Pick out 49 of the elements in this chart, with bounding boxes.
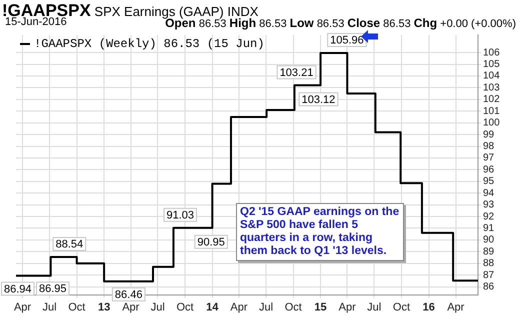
annotation: 86.95 xyxy=(39,283,67,296)
x-tick-label: Apr xyxy=(338,302,356,314)
y-tick-label: 100 xyxy=(483,118,500,129)
y-tick-label: 96 xyxy=(483,164,495,176)
y-tick-label: 87 xyxy=(483,270,495,281)
x-tick-label: Apr xyxy=(447,302,465,314)
annotation: 86.46 xyxy=(114,288,142,301)
y-tick-label: 99 xyxy=(483,129,495,140)
annotation: Q2 '15 GAAP earnings on the S&P 500 have fallen 5 quarters in a row, taking them back to Q1 '13 levels. xyxy=(236,203,404,261)
y-tick-label: 93 xyxy=(483,200,495,211)
x-tick-label: Apr xyxy=(230,302,248,314)
annotation: 103.21 xyxy=(280,66,314,79)
y-tick-label: 90 xyxy=(483,234,495,246)
x-tick-label: Apr xyxy=(14,302,32,314)
legend-label: !GAAPSPX (Weekly) 86.53 (15 Jun) xyxy=(34,37,264,52)
y-tick-label: 86 xyxy=(483,282,495,293)
y-tick-label: 106 xyxy=(483,47,500,58)
annotation: 90.95 xyxy=(197,236,225,248)
x-tick-label: Apr xyxy=(122,302,140,314)
x-tick-label: Jul xyxy=(258,302,274,314)
annotation: 88.54 xyxy=(56,238,84,251)
y-tick-label: 98 xyxy=(483,141,495,152)
y-tick-label: 92 xyxy=(483,211,495,222)
x-tick-label: Oct xyxy=(392,302,410,314)
x-tick-label: Jul xyxy=(367,302,382,314)
y-tick-label: 94 xyxy=(483,188,495,199)
y-tick-label: 89 xyxy=(483,246,495,258)
y-tick-label: 101 xyxy=(483,106,500,117)
x-tick-label: Oct xyxy=(176,302,194,314)
y-tick-label: 102 xyxy=(483,94,500,106)
y-tick-label: 105 xyxy=(483,59,500,70)
x-tick-label: 16 xyxy=(422,302,435,314)
annotation: 105.96 xyxy=(330,34,364,47)
annotation: 103.12 xyxy=(302,94,336,106)
x-tick-label: 13 xyxy=(98,302,110,314)
x-tick-label: 14 xyxy=(206,302,220,314)
x-tick-label: Oct xyxy=(284,302,302,314)
y-tick-label: 97 xyxy=(483,152,495,164)
annotation: 86.94 xyxy=(4,283,32,296)
y-tick-label: 95 xyxy=(483,176,495,188)
y-tick-label: 88 xyxy=(483,258,495,270)
x-tick-label: Jul xyxy=(150,302,165,314)
y-tick-label: 103 xyxy=(483,82,500,94)
x-tick-label: Oct xyxy=(68,302,86,314)
annotation: 91.03 xyxy=(166,209,194,222)
y-tick-label: 104 xyxy=(483,70,500,82)
x-tick-label: 15 xyxy=(314,302,327,314)
y-tick-label: 91 xyxy=(483,222,495,234)
x-tick-label: Jul xyxy=(42,302,57,314)
